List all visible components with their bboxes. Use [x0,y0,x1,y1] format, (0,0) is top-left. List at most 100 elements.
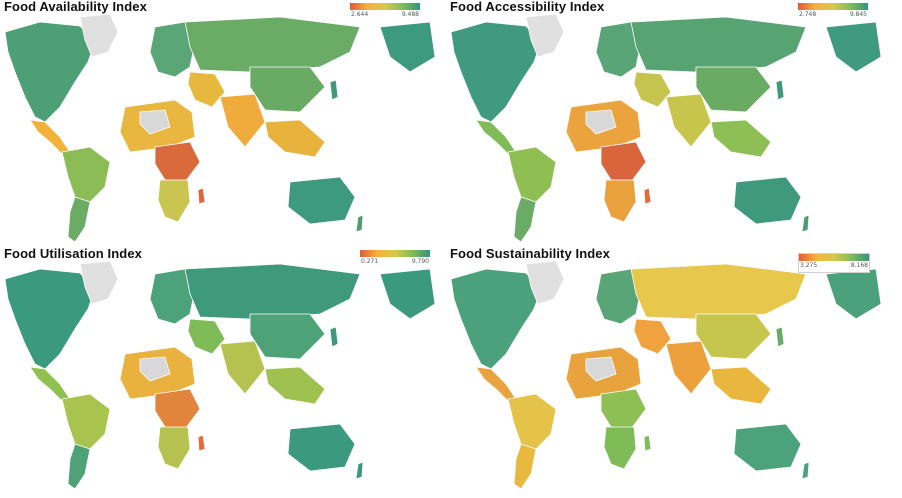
food-accessibility-panel: Food Accessibility Index 2.748 9.845 [446,0,886,245]
region-north-america[interactable] [4,21,96,123]
region-south-america-north[interactable] [507,393,557,450]
world-choropleth-map[interactable] [0,12,440,245]
region-greenland[interactable] [79,260,119,305]
color-legend: 2.748 9.845 [798,3,868,21]
region-australia[interactable] [733,423,802,472]
region-sahara[interactable] [139,356,171,382]
color-legend: 2.644 9.488 [350,3,420,21]
region-middle-east[interactable] [633,318,672,355]
region-greenland[interactable] [525,13,565,58]
world-choropleth-map[interactable] [446,12,886,245]
region-madagascar[interactable] [643,434,652,452]
region-russia[interactable] [630,16,807,73]
region-china[interactable] [695,313,772,360]
region-sahara[interactable] [585,356,617,382]
region-new-zealand[interactable] [355,461,364,480]
region-alaska[interactable] [825,268,882,320]
region-greenland[interactable] [79,13,119,58]
color-legend: 0.271 9.790 [360,250,430,268]
region-japan[interactable] [329,79,339,101]
region-south-america-south[interactable] [513,196,537,243]
region-australia[interactable] [287,423,356,472]
region-madagascar[interactable] [197,187,206,205]
legend-min: 0.271 [361,258,379,265]
legend-min: 2.644 [351,11,369,18]
legend-max: 8.168 [850,262,868,269]
region-japan[interactable] [329,326,339,348]
region-china[interactable] [249,313,326,360]
region-japan[interactable] [775,79,785,101]
region-australia[interactable] [733,176,802,225]
region-central-africa[interactable] [600,141,647,183]
region-southeast-asia[interactable] [710,366,772,405]
region-south-america-south[interactable] [513,443,537,490]
region-china[interactable] [695,66,772,113]
panel-title: Food Sustainability Index [450,247,610,261]
region-south-asia[interactable] [665,93,712,148]
region-southeast-asia[interactable] [264,119,326,158]
region-south-america-south[interactable] [67,196,91,243]
region-southeast-asia[interactable] [710,119,772,158]
region-alaska[interactable] [379,268,436,320]
region-central-america[interactable] [29,119,71,155]
region-central-africa[interactable] [600,388,647,430]
region-north-america[interactable] [450,21,542,123]
world-choropleth-map[interactable] [0,259,440,492]
region-middle-east[interactable] [633,71,672,108]
region-south-america-south[interactable] [67,443,91,490]
legend-min: 3.275 [800,262,818,269]
region-australia[interactable] [287,176,356,225]
region-russia[interactable] [184,263,361,320]
legend-max: 9.845 [849,11,867,18]
region-sahara[interactable] [585,109,617,135]
region-south-america-north[interactable] [61,146,111,203]
region-madagascar[interactable] [197,434,206,452]
region-new-zealand[interactable] [801,461,810,480]
region-southern-africa[interactable] [157,179,191,223]
legend-max: 9.488 [401,11,419,18]
region-south-america-north[interactable] [61,393,111,450]
panel-title: Food Availability Index [4,0,147,14]
food-utilisation-panel: Food Utilisation Index 0.271 9.790 [0,247,440,492]
region-china[interactable] [249,66,326,113]
region-central-africa[interactable] [154,388,201,430]
legend-gradient [798,3,868,10]
region-new-zealand[interactable] [355,214,364,233]
legend-gradient [360,250,430,257]
region-north-america[interactable] [450,268,542,370]
region-russia[interactable] [630,263,807,320]
region-southern-africa[interactable] [603,179,637,223]
world-choropleth-map[interactable] [446,259,886,492]
region-central-america[interactable] [29,366,71,402]
region-middle-east[interactable] [187,318,226,355]
legend-max: 9.790 [411,258,429,265]
region-south-asia[interactable] [219,340,266,395]
panel-title: Food Utilisation Index [4,247,142,261]
panel-title: Food Accessibility Index [450,0,605,14]
region-south-asia[interactable] [665,340,712,395]
region-russia[interactable] [184,16,361,73]
region-sahara[interactable] [139,109,171,135]
region-central-america[interactable] [475,119,517,155]
region-south-america-north[interactable] [507,146,557,203]
region-middle-east[interactable] [187,71,226,108]
region-central-america[interactable] [475,366,517,402]
region-southern-africa[interactable] [157,426,191,470]
region-japan[interactable] [775,326,785,348]
region-new-zealand[interactable] [801,214,810,233]
legend-gradient [799,254,869,261]
region-central-africa[interactable] [154,141,201,183]
region-southern-africa[interactable] [603,426,637,470]
region-greenland[interactable] [525,260,565,305]
region-madagascar[interactable] [643,187,652,205]
food-availability-panel: Food Availability Index 2.644 9.488 [0,0,440,245]
region-south-asia[interactable] [219,93,266,148]
food-sustainability-panel: Food Sustainability Index 3.275 8.168 [446,247,886,492]
legend-min: 2.748 [799,11,817,18]
region-alaska[interactable] [379,21,436,73]
region-alaska[interactable] [825,21,882,73]
color-legend: 3.275 8.168 [798,253,870,273]
region-southeast-asia[interactable] [264,366,326,405]
legend-gradient [350,3,420,10]
region-north-america[interactable] [4,268,96,370]
